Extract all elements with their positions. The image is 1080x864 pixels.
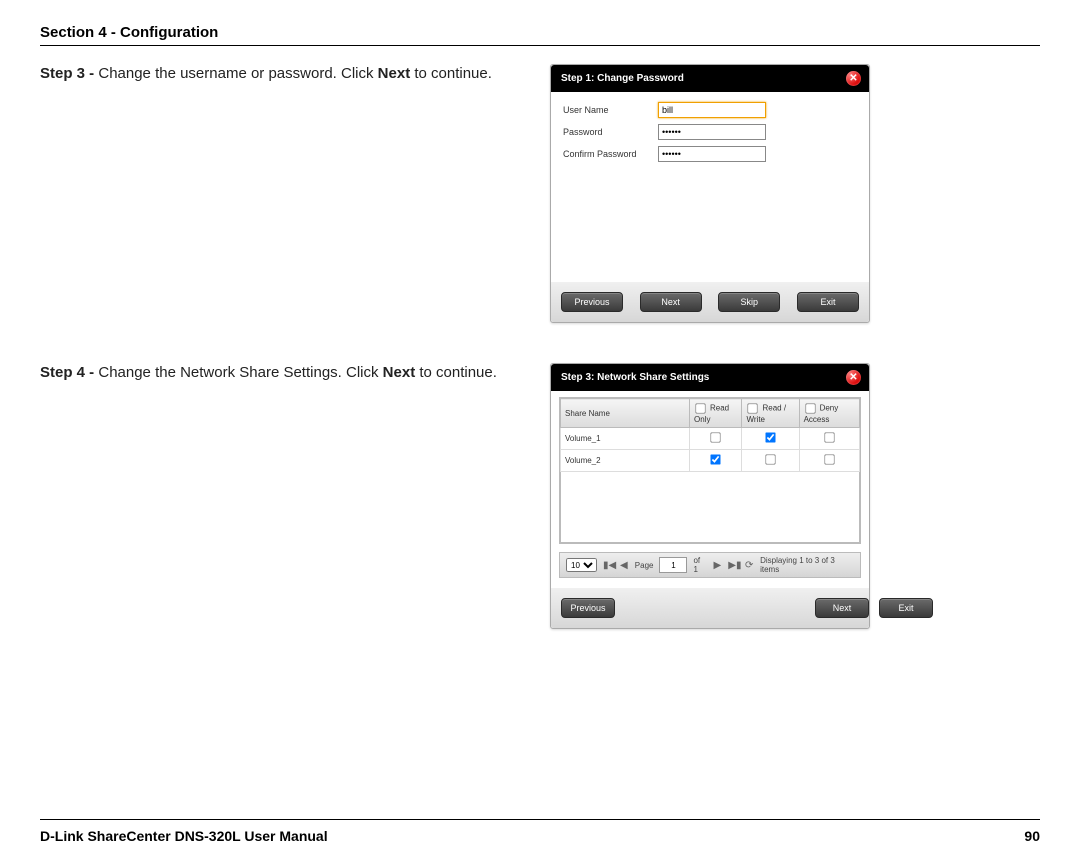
dialog-titlebar: Step 1: Change Password ✕ <box>551 65 869 92</box>
footer: D-Link ShareCenter DNS-320L User Manual … <box>40 819 1040 844</box>
table-row: Volume_1 <box>561 428 860 450</box>
cell-read-write <box>742 450 799 472</box>
step-3-lead: Step 3 - <box>40 65 98 82</box>
close-icon[interactable]: ✕ <box>846 370 861 385</box>
password-input[interactable] <box>658 124 766 140</box>
table-blank-area <box>560 472 860 543</box>
username-input[interactable] <box>658 102 766 118</box>
step-3-text-a: Change the username or password. Click <box>98 65 377 82</box>
first-page-icon[interactable]: ▮◀ <box>603 560 613 571</box>
confirm-password-input[interactable] <box>658 146 766 162</box>
dialog-body: Share Name Read Only Read / Write Deny A… <box>551 391 869 588</box>
step-4-description: Step 4 - Change the Network Share Settin… <box>40 363 520 383</box>
prev-page-icon[interactable]: ◀ <box>619 560 629 571</box>
next-button[interactable]: Next <box>815 598 869 618</box>
dialog-button-bar: Previous Next Exit <box>551 588 869 628</box>
checkbox-rw[interactable] <box>765 432 775 442</box>
username-label: User Name <box>563 105 658 115</box>
cell-share-name: Volume_1 <box>561 428 690 450</box>
step-3-text-b: to continue. <box>410 65 492 82</box>
header-rule <box>40 45 1040 46</box>
previous-button[interactable]: Previous <box>561 598 615 618</box>
next-button[interactable]: Next <box>640 292 702 312</box>
page-whitespace <box>40 669 1040 819</box>
share-settings-dialog: Step 3: Network Share Settings ✕ Share N… <box>550 363 870 629</box>
share-table: Share Name Read Only Read / Write Deny A… <box>560 398 860 472</box>
col-share-name: Share Name <box>561 399 690 428</box>
checkbox-ro[interactable] <box>711 454 721 464</box>
username-field-row: User Name <box>563 102 857 118</box>
step-4-text-b: to continue. <box>415 364 497 381</box>
step-4-text-a: Change the Network Share Settings. Click <box>98 364 382 381</box>
share-table-wrap: Share Name Read Only Read / Write Deny A… <box>559 397 861 544</box>
skip-button[interactable]: Skip <box>718 292 780 312</box>
checkbox-deny[interactable] <box>824 432 834 442</box>
dialog-titlebar: Step 3: Network Share Settings ✕ <box>551 364 869 391</box>
password-label: Password <box>563 127 658 137</box>
step-3-bold: Next <box>378 65 411 82</box>
checkbox-ro[interactable] <box>711 432 721 442</box>
next-page-icon[interactable]: ▶ <box>713 560 723 571</box>
footer-page-number: 90 <box>1024 828 1040 844</box>
header-checkbox-ro[interactable] <box>695 403 705 413</box>
page-of-label: of 1 <box>693 556 706 574</box>
cell-read-write <box>742 428 799 450</box>
confirm-password-label: Confirm Password <box>563 149 658 159</box>
col-read-write: Read / Write <box>742 399 799 428</box>
step-3-description: Step 3 - Change the username or password… <box>40 64 520 84</box>
cell-read-only <box>690 450 742 472</box>
password-field-row: Password <box>563 124 857 140</box>
pager-bar: 10 ▮◀ ◀ Page of 1 ▶ ▶▮ ⟳ Displaying 1 to… <box>559 552 861 578</box>
last-page-icon[interactable]: ▶▮ <box>728 560 738 571</box>
page-size-select[interactable]: 10 <box>566 558 597 572</box>
header-checkbox-rw[interactable] <box>748 403 758 413</box>
page-input[interactable] <box>659 557 687 573</box>
dialog-body: User Name Password Confirm Password <box>551 92 869 282</box>
close-icon[interactable]: ✕ <box>846 71 861 86</box>
exit-button[interactable]: Exit <box>797 292 859 312</box>
dialog-button-bar: Previous Next Skip Exit <box>551 282 869 322</box>
dialog-title: Step 1: Change Password <box>561 73 684 84</box>
footer-manual-title: D-Link ShareCenter DNS-320L User Manual <box>40 828 328 844</box>
checkbox-deny[interactable] <box>824 454 834 464</box>
col-read-only: Read Only <box>690 399 742 428</box>
header-checkbox-deny[interactable] <box>805 403 815 413</box>
cell-deny <box>799 450 859 472</box>
cell-share-name: Volume_2 <box>561 450 690 472</box>
step-4-bold: Next <box>383 364 416 381</box>
refresh-icon[interactable]: ⟳ <box>744 560 754 571</box>
section-header: Section 4 - Configuration <box>40 24 1040 41</box>
confirm-password-field-row: Confirm Password <box>563 146 857 162</box>
table-row: Volume_2 <box>561 450 860 472</box>
checkbox-rw[interactable] <box>765 454 775 464</box>
step-4-row: Step 4 - Change the Network Share Settin… <box>40 363 1040 629</box>
cell-deny <box>799 428 859 450</box>
col-deny-access: Deny Access <box>799 399 859 428</box>
previous-button[interactable]: Previous <box>561 292 623 312</box>
button-right-group: Next Exit <box>815 598 933 618</box>
pager-status: Displaying 1 to 3 of 3 items <box>760 556 854 574</box>
change-password-dialog: Step 1: Change Password ✕ User Name Pass… <box>550 64 870 323</box>
step-3-row: Step 3 - Change the username or password… <box>40 64 1040 323</box>
exit-button[interactable]: Exit <box>879 598 933 618</box>
table-header-row: Share Name Read Only Read / Write Deny A… <box>561 399 860 428</box>
cell-read-only <box>690 428 742 450</box>
step-4-lead: Step 4 - <box>40 364 98 381</box>
dialog-title: Step 3: Network Share Settings <box>561 372 709 383</box>
page-label: Page <box>635 561 654 570</box>
